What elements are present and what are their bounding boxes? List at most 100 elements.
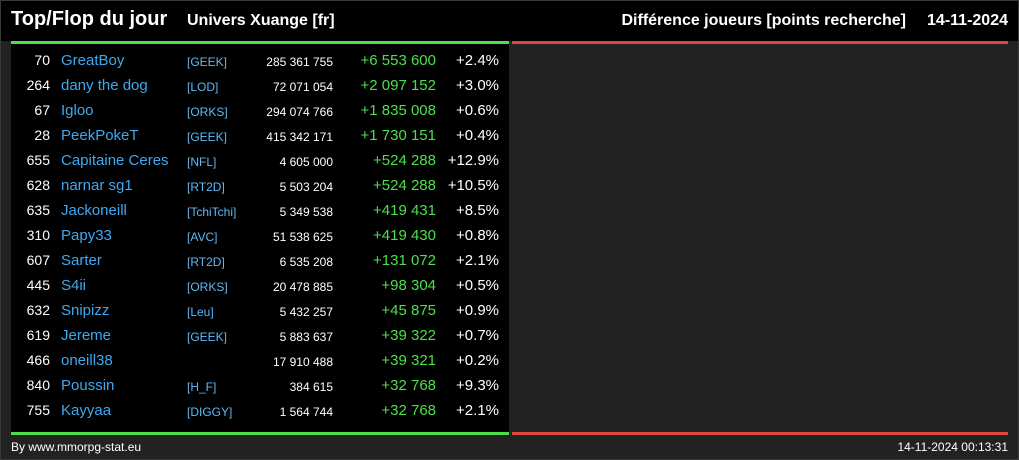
player-name-link[interactable]: Jereme bbox=[61, 327, 112, 344]
player-name-link[interactable]: Papy33 bbox=[61, 227, 112, 244]
bottom-gain-bar bbox=[11, 432, 509, 435]
table-row: 755 Kayyaa [DIGGY] 1 564 744 +32 768 +2.1% bbox=[11, 398, 509, 423]
player-rank: 619 bbox=[26, 327, 50, 343]
player-gain-percent: +12.9% bbox=[447, 152, 499, 169]
player-alliance: [LOD] bbox=[187, 80, 219, 94]
player-gain: +32 768 bbox=[381, 377, 436, 394]
player-gain: +45 875 bbox=[381, 302, 436, 319]
player-points: 294 074 766 bbox=[266, 105, 333, 119]
table-row: 655 Capitaine Ceres [NFL] 4 605 000 +524 288… bbox=[11, 148, 509, 173]
player-points: 5 883 637 bbox=[279, 330, 333, 344]
table-row: 628 narnar sg1 [RT2D] 5 503 204 +524 288 +10.… bbox=[11, 173, 509, 198]
player-gain-percent: +0.2% bbox=[456, 352, 499, 369]
player-points: 415 342 171 bbox=[266, 130, 333, 144]
player-points: 51 538 625 bbox=[272, 230, 333, 244]
player-rank: 310 bbox=[26, 227, 50, 243]
table-row: 466 oneill38 17 910 488 +39 321 +0.2% bbox=[11, 348, 509, 373]
player-gain-percent: +8.5% bbox=[456, 202, 499, 219]
player-alliance: [AVC] bbox=[187, 230, 218, 244]
player-gain: +1 730 151 bbox=[360, 127, 437, 144]
player-alliance: [NFL] bbox=[187, 155, 217, 169]
player-alliance: [ORKS] bbox=[187, 105, 228, 119]
table-row: 635 Jackoneill [TchiTchi] 5 349 538 +419 431… bbox=[11, 198, 509, 223]
player-rank: 635 bbox=[26, 202, 50, 218]
source-credit[interactable]: By www.mmorpg-stat.eu bbox=[11, 440, 142, 454]
player-alliance: [RT2D] bbox=[187, 255, 225, 269]
player-gain: +39 322 bbox=[381, 327, 436, 344]
table-row: 70 GreatBoy [GEEK] 285 361 755 +6 553 600 +2.… bbox=[11, 48, 509, 73]
player-name-link[interactable]: PeekPokeT bbox=[61, 127, 139, 144]
player-points: 72 071 054 bbox=[272, 80, 333, 94]
player-points: 20 478 885 bbox=[272, 280, 333, 294]
player-gain-percent: +10.5% bbox=[447, 177, 499, 194]
player-name-link[interactable]: Sarter bbox=[61, 252, 102, 269]
table-row: 607 Sarter [RT2D] 6 535 208 +131 072 +2.1% bbox=[11, 248, 509, 273]
player-alliance: [TchiTchi] bbox=[187, 205, 237, 219]
player-alliance: [RT2D] bbox=[187, 180, 225, 194]
table-row: 445 S4ii [ORKS] 20 478 885 +98 304 +0.5% bbox=[11, 273, 509, 298]
player-gain: +2 097 152 bbox=[360, 77, 437, 94]
top-player-list: 70 GreatBoy [GEEK] 285 361 755 +6 553 600 +2.… bbox=[11, 48, 509, 423]
player-rank: 607 bbox=[26, 252, 50, 268]
player-gain: +1 835 008 bbox=[360, 102, 437, 119]
generated-timestamp: 14-11-2024 00:13:31 bbox=[897, 440, 1008, 454]
player-points: 5 503 204 bbox=[279, 180, 333, 194]
player-name-link[interactable]: GreatBoy bbox=[61, 52, 125, 69]
universe-label: Univers Xuange [fr] bbox=[187, 12, 335, 29]
player-gain: +419 430 bbox=[373, 227, 436, 244]
player-points: 4 605 000 bbox=[279, 155, 333, 169]
player-gain-percent: +0.5% bbox=[456, 277, 499, 294]
player-gain-percent: +0.8% bbox=[456, 227, 499, 244]
player-gain-percent: +2.1% bbox=[456, 252, 499, 269]
player-name-link[interactable]: Snipizz bbox=[61, 302, 110, 319]
player-alliance: [Leu] bbox=[187, 305, 214, 319]
top-panel bbox=[11, 41, 509, 434]
player-points: 285 361 755 bbox=[266, 55, 333, 69]
player-alliance: [H_F] bbox=[187, 380, 217, 394]
player-points: 1 564 744 bbox=[279, 405, 333, 419]
player-gain-percent: +0.7% bbox=[456, 327, 499, 344]
player-rank: 840 bbox=[26, 377, 50, 393]
top-gain-bar bbox=[11, 41, 509, 44]
player-points: 5 349 538 bbox=[279, 205, 333, 219]
player-rank: 28 bbox=[34, 127, 50, 143]
table-row: 310 Papy33 [AVC] 51 538 625 +419 430 +0.8% bbox=[11, 223, 509, 248]
player-name-link[interactable]: Capitaine Ceres bbox=[61, 152, 169, 169]
player-rank: 67 bbox=[34, 102, 50, 118]
player-gain: +131 072 bbox=[373, 252, 436, 269]
player-rank: 445 bbox=[26, 277, 50, 293]
player-name-link[interactable]: dany the dog bbox=[61, 77, 148, 94]
player-gain-percent: +0.9% bbox=[456, 302, 499, 319]
player-gain-percent: +0.4% bbox=[456, 127, 499, 144]
player-alliance: [GEEK] bbox=[187, 55, 228, 69]
player-gain: +98 304 bbox=[381, 277, 436, 294]
table-row: 67 Igloo [ORKS] 294 074 766 +1 835 008 +0.6% bbox=[11, 98, 509, 123]
header-bar: Top/Flop du jour Univers Xuange [fr] Dif… bbox=[1, 1, 1018, 41]
player-rank: 628 bbox=[26, 177, 50, 193]
table-row: 840 Poussin [H_F] 384 615 +32 768 +9.3% bbox=[11, 373, 509, 398]
player-alliance: [DIGGY] bbox=[187, 405, 233, 419]
top-loss-bar bbox=[512, 41, 1008, 44]
player-gain-percent: +2.1% bbox=[456, 402, 499, 419]
header-date: 14-11-2024 bbox=[927, 12, 1008, 29]
player-gain: +524 288 bbox=[373, 177, 436, 194]
player-rank: 632 bbox=[26, 302, 50, 318]
player-name-link[interactable]: Jackoneill bbox=[61, 202, 127, 219]
player-rank: 264 bbox=[26, 77, 50, 93]
player-name-link[interactable]: Poussin bbox=[61, 377, 115, 394]
player-points: 384 615 bbox=[289, 380, 333, 394]
player-name-link[interactable]: Kayyaa bbox=[61, 402, 112, 419]
table-row: 619 Jereme [GEEK] 5 883 637 +39 322 +0.7% bbox=[11, 323, 509, 348]
player-name-link[interactable]: narnar sg1 bbox=[61, 177, 133, 194]
player-gain: +32 768 bbox=[381, 402, 436, 419]
player-alliance: [GEEK] bbox=[187, 330, 228, 344]
player-name-link[interactable]: S4ii bbox=[61, 277, 87, 294]
flop-panel bbox=[512, 41, 1008, 434]
player-name-link[interactable]: Igloo bbox=[61, 102, 94, 119]
player-alliance: [ORKS] bbox=[187, 280, 228, 294]
player-gain-percent: +0.6% bbox=[456, 102, 499, 119]
metric-label: Différence joueurs [points recherche] bbox=[621, 12, 906, 29]
player-rank: 755 bbox=[26, 402, 50, 418]
player-name-link[interactable]: oneill38 bbox=[61, 352, 113, 369]
table-row: 264 dany the dog [LOD] 72 071 054 +2 097 152… bbox=[11, 73, 509, 98]
